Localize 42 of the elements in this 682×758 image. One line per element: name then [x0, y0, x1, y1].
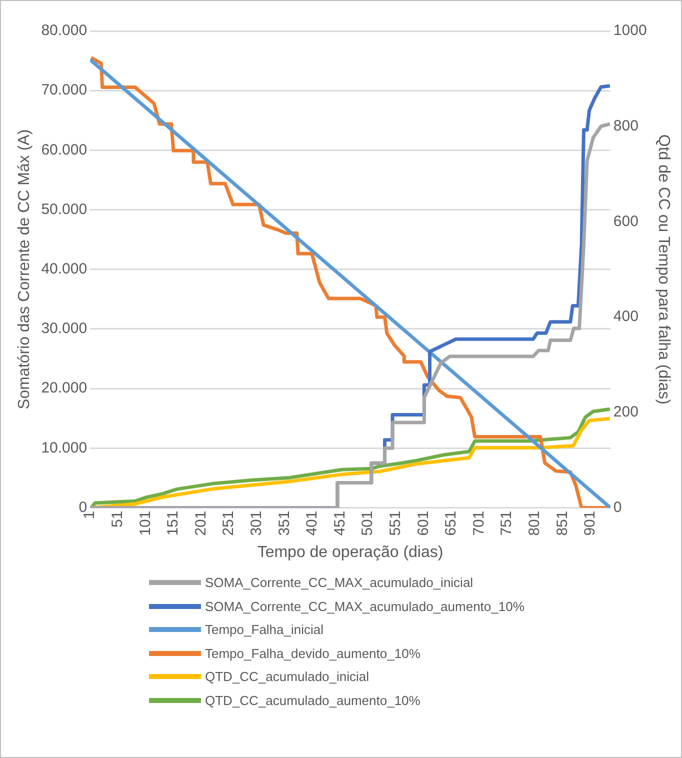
x-tick-label: 451: [331, 510, 348, 536]
y2-axis-title: Qtd de CC ou Tempo para falha (dias): [654, 134, 672, 404]
y-tick-label: 70.000: [41, 82, 88, 99]
legend-label: SOMA_Corrente_CC_MAX_acumulado_inicial: [205, 575, 474, 590]
y-tick-label: 50.000: [41, 200, 88, 218]
x-tick-label: 201: [192, 510, 210, 536]
y-tick-label: 20.000: [41, 380, 88, 397]
y2-tick-label: 200: [613, 404, 638, 421]
x-tick-label: 801: [526, 510, 543, 536]
y-tick-label: 40.000: [41, 260, 88, 278]
x-tick-label: 851: [554, 510, 571, 536]
x-tick-label: 551: [386, 510, 404, 536]
y2-tick-label: 800: [613, 117, 638, 134]
x-tick-label: 901: [582, 510, 599, 536]
legend-label: SOMA_Corrente_CC_MAX_acumulado_aumento_10%: [205, 598, 524, 614]
y-axis-title: Somatório das Corrente de CC Máx (A): [16, 129, 34, 410]
y2-tick-label: 0: [613, 498, 622, 516]
x-tick-label: 151: [164, 510, 182, 536]
x-tick-label: 301: [248, 510, 265, 536]
y2-tick-label: 600: [613, 212, 638, 230]
legend-label: Tempo_Falha_inicial: [205, 622, 324, 638]
x-tick-label: 651: [442, 510, 460, 536]
x-tick-label: 751: [498, 510, 516, 536]
legend-label: Tempo_Falha_devido_aumento_10%: [205, 646, 420, 661]
y-tick-label: 80.000: [41, 22, 88, 40]
x-tick-label: 51: [109, 510, 126, 528]
y2-tick-label: 1000: [613, 22, 647, 40]
legend-label: QTD_CC_acumulado_aumento_10%: [205, 692, 420, 708]
x-tick-label: 351: [276, 510, 293, 536]
legend-label: QTD_CC_acumulado_inicial: [205, 669, 370, 684]
x-tick-label: 251: [220, 510, 238, 536]
y-tick-label: 30.000: [41, 320, 88, 338]
x-tick-label: 1: [81, 510, 98, 520]
y-tick-label: 60.000: [41, 141, 88, 158]
x-tick-label: 501: [359, 510, 376, 536]
x-tick-label: 101: [136, 510, 154, 536]
x-tick-label: 601: [414, 510, 432, 536]
y2-tick-label: 400: [613, 308, 638, 326]
y-tick-label: 10.000: [41, 439, 88, 456]
x-axis-title: Tempo de operação (dias): [257, 544, 444, 561]
x-tick-label: 701: [470, 510, 488, 536]
x-tick-label: 401: [304, 510, 321, 536]
